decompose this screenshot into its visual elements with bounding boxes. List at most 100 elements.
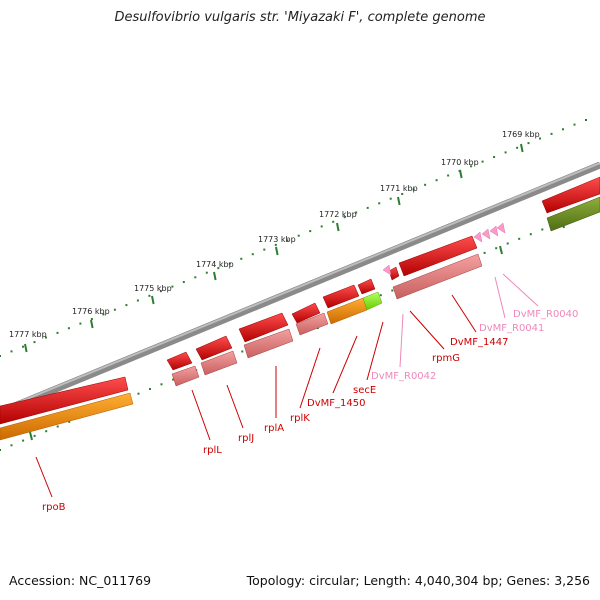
gene-label-rplJ[interactable]: rplJ bbox=[238, 433, 254, 444]
scale-dot bbox=[33, 341, 36, 344]
cds-feature[interactable] bbox=[166, 351, 193, 371]
gene-label-rpmG[interactable]: rpmG bbox=[432, 353, 460, 364]
scale-dot bbox=[56, 331, 59, 334]
major-tick bbox=[90, 319, 94, 329]
gene-feature[interactable] bbox=[392, 253, 483, 300]
scale-dot bbox=[45, 336, 47, 339]
gene-labels: rpoB rplL rplJ rplA rplK DvMF_1450 secE … bbox=[35, 273, 578, 513]
trna-feature[interactable] bbox=[473, 231, 483, 243]
scale-dot bbox=[562, 128, 564, 131]
scale-dot bbox=[205, 271, 208, 274]
scale-dot bbox=[182, 281, 185, 283]
scale-dot bbox=[159, 290, 162, 293]
scale-dot bbox=[470, 165, 473, 168]
scale-label: 1769 kbp bbox=[502, 130, 540, 139]
cds-feature[interactable] bbox=[291, 302, 321, 324]
scale-dot bbox=[483, 251, 486, 254]
accession-text: Accession: NC_011769 bbox=[9, 573, 152, 588]
scale-dot bbox=[458, 169, 461, 172]
scale-dot bbox=[148, 294, 151, 297]
scale-dot bbox=[90, 318, 93, 320]
scale-dot bbox=[56, 425, 59, 428]
scale-label: 1774 kbp bbox=[196, 260, 234, 269]
scale-dot bbox=[286, 239, 289, 242]
gene-label-rplK[interactable]: rplK bbox=[290, 413, 310, 424]
scale-dot bbox=[33, 434, 36, 437]
gene-label-DvMF_R0042[interactable]: DvMF_R0042 bbox=[371, 371, 436, 382]
rrna-feature[interactable] bbox=[0, 392, 134, 441]
major-tick bbox=[520, 143, 524, 153]
gene-label-rpoB[interactable]: rpoB bbox=[42, 502, 66, 513]
scale-dot bbox=[240, 257, 243, 260]
trna-feature[interactable] bbox=[496, 222, 506, 234]
scale-dot bbox=[241, 350, 244, 353]
trna-feature[interactable] bbox=[481, 228, 491, 240]
scale-dot bbox=[378, 202, 381, 205]
scale-dot bbox=[379, 294, 382, 297]
major-tick bbox=[213, 271, 217, 281]
cds-feature[interactable] bbox=[0, 376, 129, 425]
scale-dot bbox=[412, 188, 415, 191]
trna-feature[interactable] bbox=[382, 264, 392, 276]
gene-label-DvMF_R0041[interactable]: DvMF_R0041 bbox=[479, 323, 544, 334]
gene-feature[interactable] bbox=[295, 312, 329, 336]
scale-dot bbox=[274, 243, 277, 246]
scale-dot bbox=[137, 392, 140, 395]
scale-dot bbox=[527, 142, 530, 145]
scale-dot bbox=[391, 289, 394, 292]
scale-label: 1777 kbp bbox=[9, 330, 47, 339]
scale-dot bbox=[401, 193, 404, 195]
cds-feature[interactable] bbox=[357, 278, 376, 295]
scale-dot bbox=[0, 355, 1, 357]
scale-dot bbox=[529, 233, 532, 236]
scale-label: 1776 kbp bbox=[72, 307, 110, 316]
scale-dot bbox=[435, 179, 438, 182]
scale-dot bbox=[160, 383, 163, 386]
cds-feature[interactable] bbox=[398, 235, 478, 277]
misc-feature[interactable] bbox=[362, 291, 383, 311]
scale-dot bbox=[136, 299, 139, 302]
cds-feature[interactable] bbox=[195, 335, 233, 361]
gene-label-DvMF_1450[interactable]: DvMF_1450 bbox=[307, 398, 365, 409]
outer-scale-ticks bbox=[24, 143, 524, 353]
scale-dot bbox=[297, 234, 300, 237]
scale-dot bbox=[125, 304, 128, 307]
scale-dot bbox=[424, 183, 427, 186]
major-tick bbox=[275, 246, 279, 256]
scale-dot bbox=[573, 123, 576, 126]
major-tick bbox=[151, 295, 155, 305]
scale-dot bbox=[309, 230, 312, 233]
scale-dot bbox=[355, 211, 358, 214]
scale-dot bbox=[539, 137, 541, 140]
gene-label-DvMF_1447[interactable]: DvMF_1447 bbox=[450, 337, 508, 348]
scale-dot bbox=[217, 267, 220, 270]
scale-dot bbox=[79, 322, 82, 325]
gene-feature[interactable] bbox=[171, 365, 200, 387]
gene-label-DvMF_R0040[interactable]: DvMF_R0040 bbox=[513, 309, 578, 320]
scale-dot bbox=[22, 345, 24, 348]
gene-label-secE[interactable]: secE bbox=[353, 385, 376, 396]
cds-feature[interactable] bbox=[322, 284, 360, 309]
scale-dot bbox=[171, 285, 174, 288]
scale-dot bbox=[585, 119, 587, 121]
scale-dot bbox=[550, 132, 553, 135]
scale-dot bbox=[481, 160, 484, 163]
scale-label: 1775 kbp bbox=[134, 284, 172, 293]
cds-feature[interactable] bbox=[388, 266, 400, 281]
cds-feature[interactable] bbox=[541, 176, 600, 214]
gene-feature[interactable] bbox=[200, 350, 238, 376]
major-tick bbox=[336, 222, 340, 232]
scale-dot bbox=[332, 220, 335, 223]
scale-dot bbox=[251, 253, 254, 256]
cds-feature[interactable] bbox=[238, 312, 289, 343]
scale-dot bbox=[67, 327, 70, 330]
gene-feature[interactable] bbox=[243, 328, 294, 359]
trna-feature[interactable] bbox=[489, 225, 499, 237]
scale-dot bbox=[343, 216, 346, 219]
gene-label-rplA[interactable]: rplA bbox=[264, 423, 284, 434]
gene-label-rplL[interactable]: rplL bbox=[203, 445, 222, 456]
olive-feature[interactable] bbox=[546, 196, 600, 232]
scale-dot bbox=[68, 420, 71, 423]
